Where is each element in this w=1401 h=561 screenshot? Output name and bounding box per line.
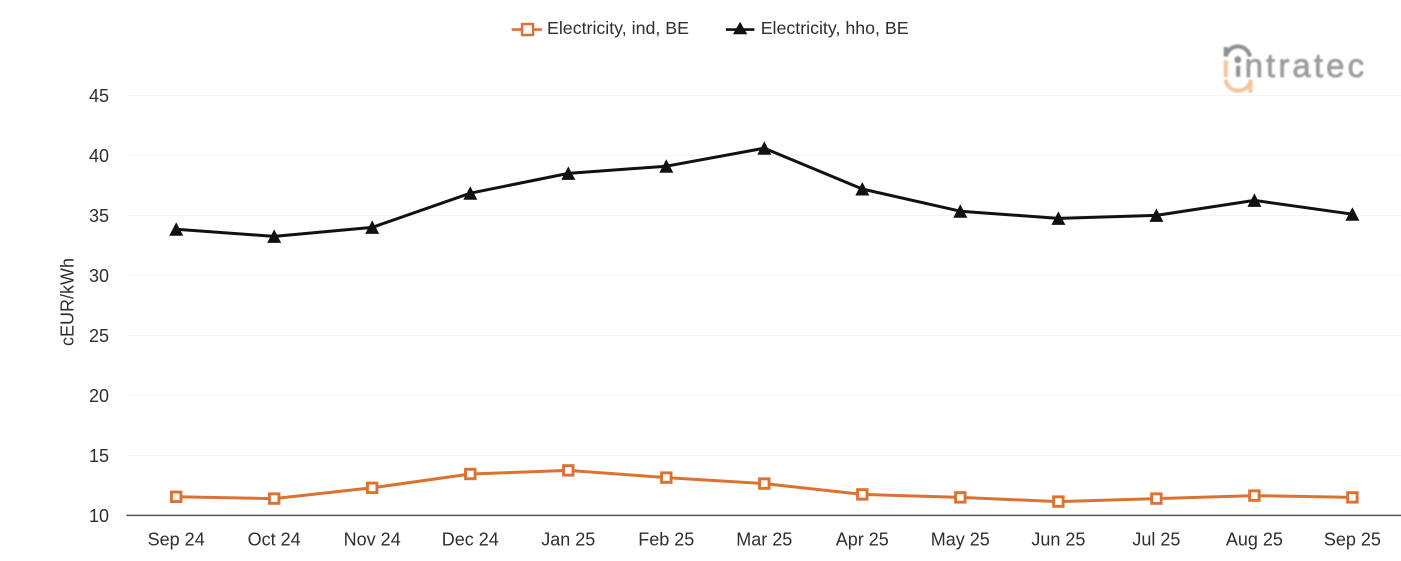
svg-text:Dec 24: Dec 24 (442, 530, 499, 550)
svg-text:Jul 25: Jul 25 (1132, 530, 1180, 550)
svg-text:Sep 25: Sep 25 (1324, 530, 1381, 550)
svg-text:35: 35 (89, 206, 109, 226)
svg-text:Electricity, hho, BE: Electricity, hho, BE (761, 18, 909, 38)
svg-text:Mar 25: Mar 25 (736, 530, 792, 550)
svg-text:20: 20 (89, 386, 109, 406)
svg-text:40: 40 (89, 146, 109, 166)
svg-text:Nov 24: Nov 24 (344, 530, 401, 550)
svg-text:cEUR/kWh: cEUR/kWh (58, 258, 78, 346)
svg-text:Jun 25: Jun 25 (1031, 530, 1085, 550)
svg-text:Apr 25: Apr 25 (836, 530, 889, 550)
svg-text:Electricity, ind, BE: Electricity, ind, BE (547, 18, 689, 38)
svg-text:Sep 24: Sep 24 (148, 530, 205, 550)
svg-text:May 25: May 25 (931, 530, 990, 550)
svg-text:ntratec: ntratec (1245, 47, 1368, 84)
svg-text:Aug 25: Aug 25 (1226, 530, 1283, 550)
svg-text:30: 30 (89, 266, 109, 286)
svg-text:25: 25 (89, 326, 109, 346)
svg-text:45: 45 (89, 86, 109, 106)
svg-text:Feb 25: Feb 25 (638, 530, 694, 550)
svg-text:10: 10 (89, 506, 109, 526)
svg-text:Oct 24: Oct 24 (248, 530, 301, 550)
svg-text:Jan 25: Jan 25 (541, 530, 595, 550)
svg-text:15: 15 (89, 446, 109, 466)
